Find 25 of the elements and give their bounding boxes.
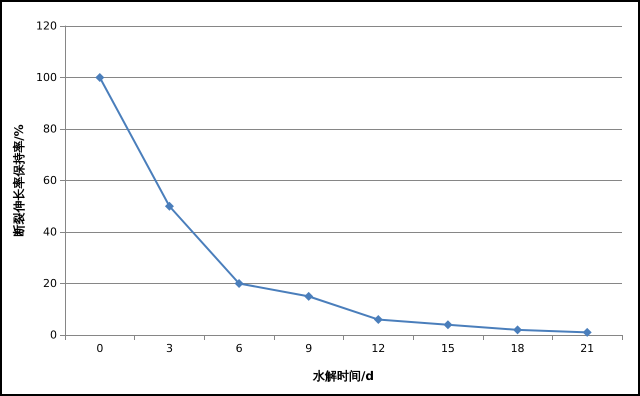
point — [374, 315, 383, 324]
x-tick-label: 0 — [96, 342, 104, 355]
x-tick-label: 15 — [440, 342, 455, 355]
point — [443, 320, 452, 330]
x-tick-label: 9 — [305, 342, 312, 355]
x-tick-label: 21 — [580, 342, 594, 355]
y-axis-title: 断裂伸长率保持率/% — [12, 124, 26, 237]
y-tick-label: 80 — [43, 122, 57, 136]
point — [234, 279, 244, 288]
x-tick-label: 3 — [166, 342, 173, 355]
y-tick-label: 100 — [36, 71, 57, 84]
x-axis-title: 水解时间/d — [312, 369, 374, 383]
y-tick-label: 120 — [36, 20, 57, 32]
point — [304, 292, 314, 301]
x-tick-label: 6 — [236, 342, 243, 355]
point — [582, 328, 592, 337]
y-tick-label: 60 — [43, 174, 57, 187]
y-tick-label: 0 — [50, 328, 57, 342]
y-tick-label: 40 — [43, 226, 57, 238]
point — [164, 202, 174, 211]
point — [95, 73, 104, 82]
x-tick-label: 12 — [371, 342, 386, 355]
y-tick-label: 20 — [43, 277, 57, 290]
x-tick-label: 18 — [510, 342, 525, 355]
point — [513, 325, 522, 334]
